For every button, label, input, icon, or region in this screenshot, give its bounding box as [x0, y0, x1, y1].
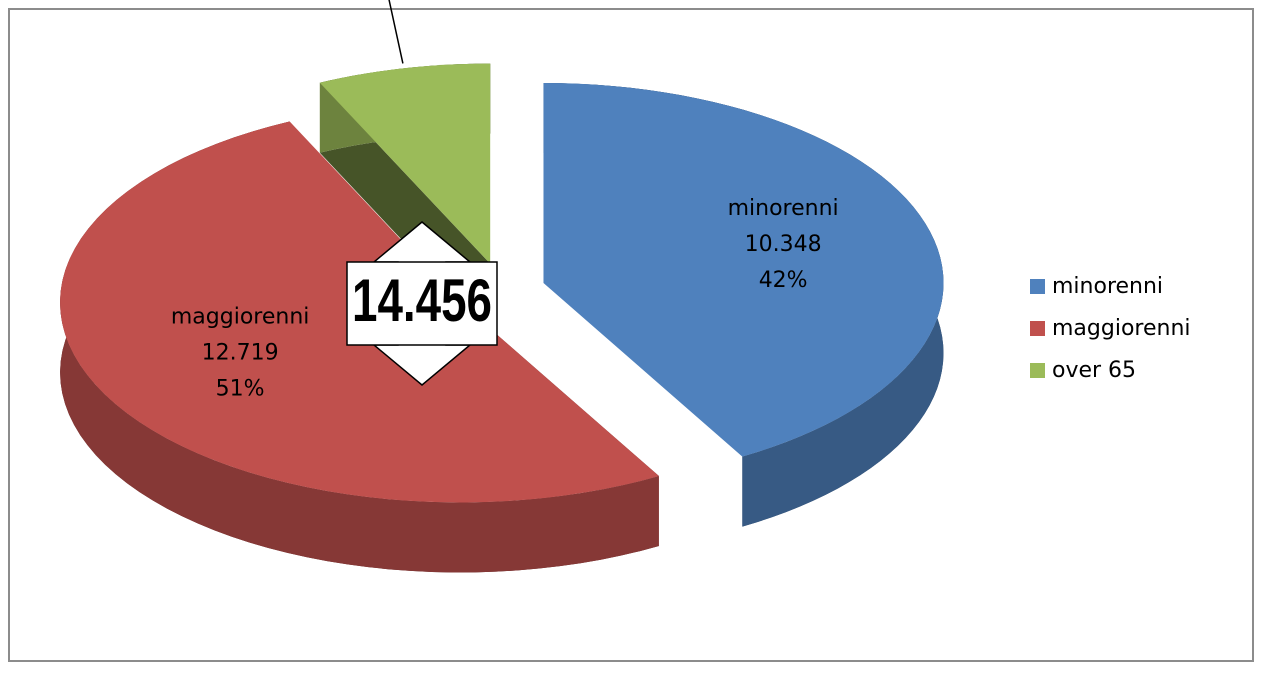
data-label-percent: 42%: [759, 268, 808, 293]
legend-swatch: [1030, 279, 1045, 294]
data-label-value: 12.719: [202, 341, 279, 366]
legend-swatch: [1030, 321, 1045, 336]
legend-label: minorenni: [1052, 274, 1163, 299]
data-label-category: minorenni: [728, 196, 839, 221]
annotation: 14.456: [346, 221, 498, 386]
slice: [319, 63, 491, 264]
slice-edge: [60, 121, 659, 573]
data-label-value: 10.348: [745, 232, 822, 257]
legend-label: maggiorenni: [1052, 316, 1191, 341]
leader-line: [388, 0, 404, 64]
data-label-percent: 51%: [216, 377, 265, 402]
legend: minorenni maggiorenni over 65: [1030, 274, 1191, 383]
annotation-text: 14.456: [352, 267, 492, 334]
annotation-box: [346, 261, 498, 346]
legend-label: over 65: [1052, 358, 1136, 383]
slice: [543, 83, 944, 457]
legend-swatch: [1030, 363, 1045, 378]
pie: minorenni10.34842%maggiorenni12.71951%ov…: [60, 0, 944, 573]
data-label-category: maggiorenni: [171, 305, 310, 330]
